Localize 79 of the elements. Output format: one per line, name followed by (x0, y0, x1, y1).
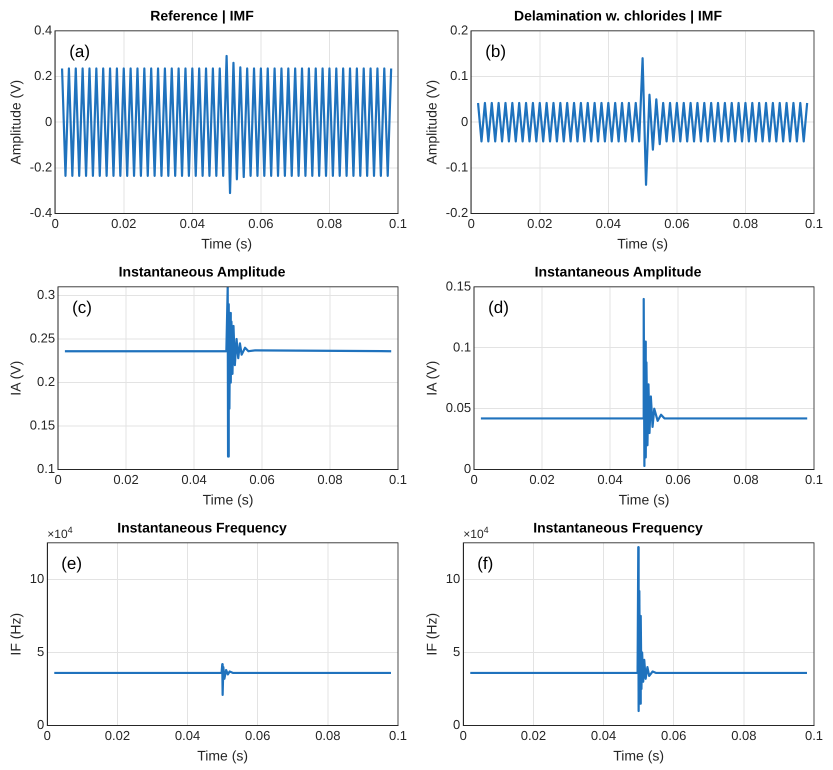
y-axis-title: Amplitude (V) (423, 80, 440, 165)
x-tick-label: 0.04 (181, 472, 207, 487)
y-tick-label: 0.1 (453, 339, 472, 354)
x-tick-label: 0.04 (596, 216, 621, 231)
y-tick-label: 0 (44, 114, 52, 129)
x-tick-label: 0.02 (111, 216, 136, 231)
x-axis-title: Time (s) (197, 747, 248, 764)
x-tick-label: 0.1 (388, 728, 408, 743)
annotation: (f) (477, 554, 494, 573)
x-tick-label: 0.04 (180, 216, 205, 231)
annotation: (b) (485, 42, 506, 61)
x-tick-label: 0.08 (732, 216, 758, 231)
chart-title: Instantaneous Frequency (117, 519, 288, 536)
y-tick-label: 0 (464, 461, 472, 476)
y-tick-label: 0.2 (37, 374, 56, 390)
annotation: (c) (72, 298, 92, 317)
y-tick-label: -0.2 (30, 159, 52, 174)
y-tick-label: 0.15 (30, 418, 56, 433)
x-tick-label: 0.1 (804, 728, 824, 743)
y-tick-label: -0.1 (446, 159, 468, 174)
y-tick-label: 0.1 (450, 68, 468, 84)
chart-title: Instantaneous Amplitude (534, 263, 702, 280)
x-tick-label: 0.02 (113, 472, 139, 487)
y-axis-title: IF (Hz) (7, 612, 24, 656)
y-tick-label: 10 (446, 570, 460, 586)
x-tick-label: 0.02 (520, 728, 546, 743)
x-tick-label: 0.04 (590, 728, 616, 743)
y-tick-label: 0 (460, 114, 468, 129)
y-tick-label: -0.2 (446, 205, 468, 220)
x-axis-title: Time (s) (618, 491, 670, 508)
y-axis-title: IA (V) (423, 360, 440, 396)
x-axis-title: Time (s) (202, 491, 254, 508)
y-tick-label: -0.4 (30, 205, 52, 220)
x-tick-label: 0.06 (661, 728, 686, 743)
y-axis-title: IA (V) (7, 360, 24, 396)
y-tick-label: 0.3 (37, 287, 56, 302)
y-tick-label: 0.2 (450, 22, 468, 38)
x-tick-label: 0.02 (527, 216, 552, 231)
annotation: (d) (488, 298, 509, 317)
x-tick-label: 0.08 (731, 728, 757, 743)
x-tick-label: 0.04 (174, 728, 200, 743)
y-tick-label: 0.2 (34, 68, 52, 84)
x-tick-label: 0.04 (597, 472, 623, 487)
x-tick-label: 0.02 (529, 472, 555, 487)
y-tick-label: 0.25 (30, 330, 56, 346)
x-tick-label: 0.1 (388, 472, 408, 487)
chart-title: Instantaneous Amplitude (118, 263, 286, 280)
y-tick-label: 0.1 (37, 461, 56, 476)
x-tick-label: 0.1 (804, 472, 824, 487)
x-tick-label: 0.08 (317, 472, 343, 487)
y-axis-title: IF (Hz) (423, 612, 440, 656)
x-axis-title: Time (s) (201, 235, 252, 252)
x-tick-label: 0.08 (733, 472, 759, 487)
x-tick-label: 0.06 (664, 216, 690, 231)
y-tick-label: 0.05 (446, 400, 472, 416)
x-tick-label: 0.02 (104, 728, 130, 743)
x-tick-label: 0.08 (315, 728, 341, 743)
y-tick-label: 0.15 (446, 278, 472, 294)
x-tick-label: 0.06 (248, 216, 274, 231)
y-tick-label: 10 (30, 570, 44, 586)
x-tick-label: 0.06 (665, 472, 691, 487)
x-tick-label: 0.06 (249, 472, 275, 487)
annotation: (e) (61, 554, 82, 573)
x-tick-label: 0.08 (316, 216, 342, 231)
chart-title: Instantaneous Frequency (533, 519, 704, 536)
x-tick-label: 0.1 (804, 216, 824, 231)
chart-title: Delamination w. chlorides | IMF (514, 7, 722, 24)
x-axis-title: Time (s) (613, 747, 664, 764)
x-tick-label: 0.06 (245, 728, 270, 743)
y-tick-label: 5 (37, 644, 44, 660)
chart-title: Reference | IMF (150, 7, 254, 24)
y-tick-label: 0.4 (34, 22, 52, 38)
x-tick-label: 0.1 (388, 216, 408, 231)
x-axis-title: Time (s) (617, 235, 668, 252)
y-tick-label: 5 (453, 644, 460, 660)
y-axis-title: Amplitude (V) (7, 80, 24, 165)
y-tick-label: 0 (453, 717, 460, 732)
y-tick-label: 0 (37, 717, 44, 732)
annotation: (a) (69, 42, 90, 61)
